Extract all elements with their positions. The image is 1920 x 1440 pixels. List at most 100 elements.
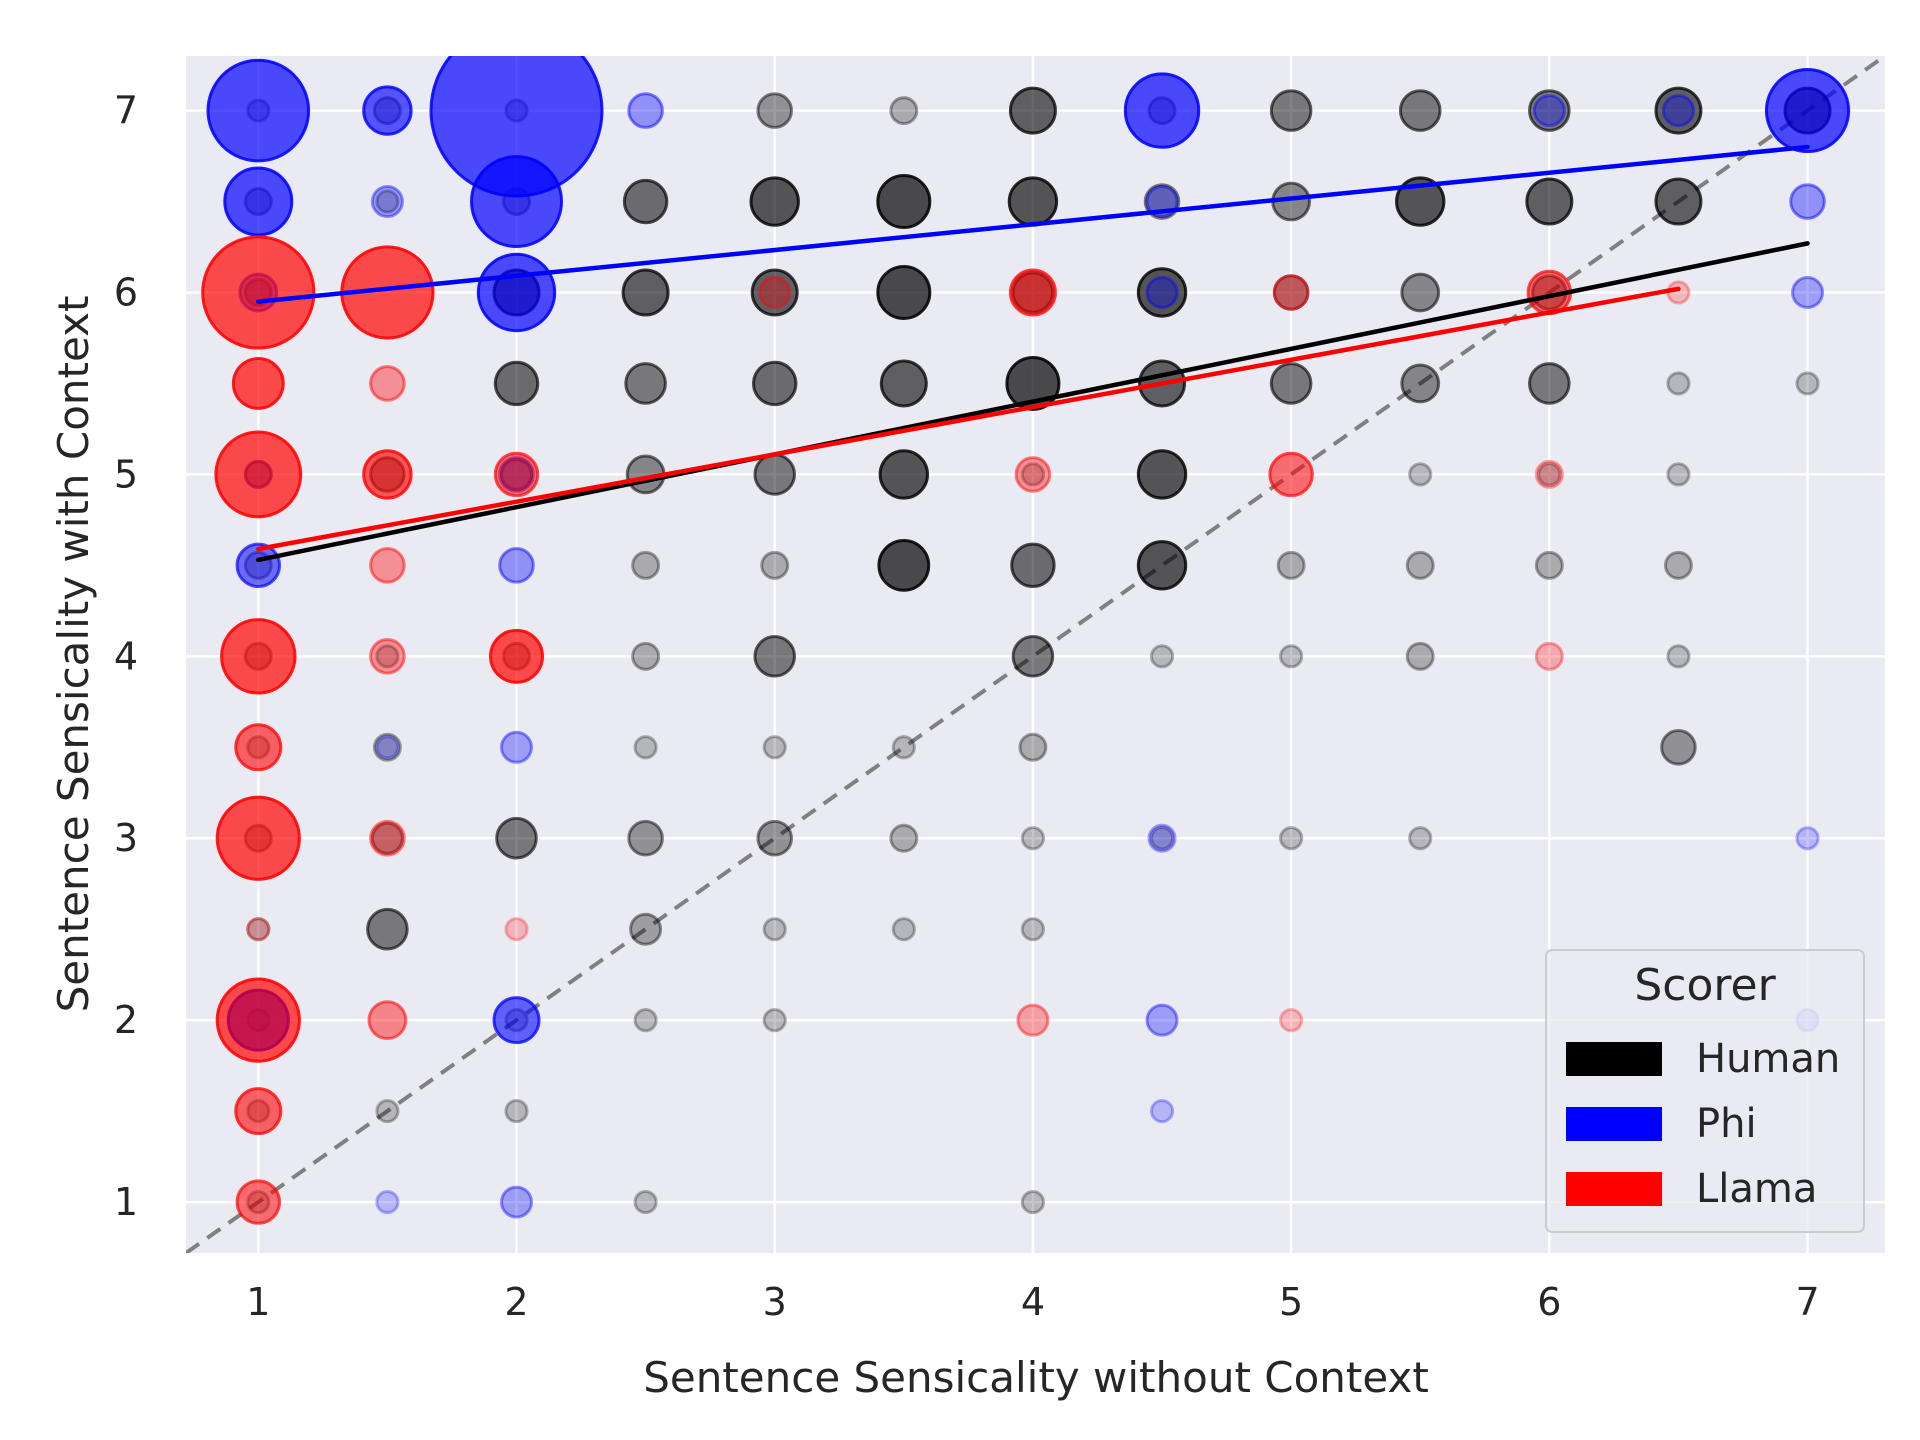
point-phi-10 [470, 155, 564, 249]
trend-lines-layer [256, 144, 1810, 563]
point-human-70 [753, 635, 797, 678]
point-human-8 [1398, 89, 1442, 132]
point-llama-12 [1014, 456, 1052, 493]
point-human-87 [756, 819, 794, 857]
x-tick-label-3: 3 [763, 1280, 787, 1324]
point-llama-13 [1268, 451, 1314, 498]
point-llama-2 [758, 275, 792, 309]
point-phi-26 [492, 996, 541, 1045]
point-human-53 [1408, 462, 1433, 487]
point-phi-29 [1149, 1099, 1175, 1124]
point-human-67 [375, 644, 400, 669]
point-human-55 [1666, 462, 1691, 487]
point-phi-7 [1764, 67, 1851, 154]
point-human-42 [1528, 362, 1571, 405]
point-phi-12 [1789, 183, 1826, 220]
point-human-84 [370, 821, 404, 855]
trend-line-human [256, 241, 1810, 563]
point-llama-28 [1279, 1008, 1304, 1033]
point-human-18 [1007, 176, 1059, 227]
point-human-105 [504, 1099, 529, 1124]
point-human-74 [1405, 641, 1435, 671]
point-phi-24 [1795, 826, 1820, 851]
point-llama-9 [214, 430, 303, 519]
point-llama-15 [369, 547, 406, 584]
legend-label-human: Human [1696, 1036, 1840, 1082]
point-human-58 [760, 550, 790, 580]
point-human-21 [1395, 176, 1446, 227]
point-human-80 [891, 735, 916, 760]
point-human-97 [891, 917, 916, 942]
point-llama-27 [1016, 1003, 1050, 1037]
point-llama-20 [234, 723, 283, 772]
legend-swatch-llama [1566, 1172, 1662, 1206]
point-human-62 [1276, 550, 1306, 580]
points-layer [201, 56, 1851, 1225]
point-human-13 [375, 189, 400, 214]
point-human-54 [1537, 462, 1562, 487]
y-tick-label-4: 4 [114, 634, 138, 678]
point-human-86 [627, 819, 664, 857]
series-phi [206, 56, 1851, 1219]
point-phi-22 [500, 730, 534, 764]
point-human-9 [1528, 89, 1571, 132]
point-human-79 [762, 735, 787, 760]
legend-entry-human: Human [1566, 1036, 1840, 1082]
point-phi-0 [206, 58, 311, 163]
x-axis-label: Sentence Sensicality without Context [643, 1353, 1429, 1402]
point-human-92 [1408, 826, 1433, 851]
point-human-17 [876, 174, 932, 230]
point-llama-11 [493, 451, 540, 498]
point-human-95 [629, 912, 663, 946]
x-tick-label-1: 1 [246, 1280, 270, 1324]
point-human-10 [1654, 86, 1703, 135]
x-tick-label-7: 7 [1795, 1280, 1819, 1324]
point-phi-19 [235, 542, 281, 589]
point-human-61 [1136, 540, 1188, 591]
point-phi-1 [362, 85, 413, 136]
point-human-60 [1010, 542, 1056, 589]
legend-entry-phi: Phi [1566, 1101, 1757, 1147]
point-human-78 [633, 735, 658, 760]
point-human-32 [1400, 272, 1441, 313]
y-tick-label-3: 3 [114, 816, 138, 860]
point-human-5 [1008, 86, 1057, 135]
legend-swatch-human [1566, 1042, 1662, 1076]
legend-title: Scorer [1634, 960, 1776, 1011]
point-phi-16 [1791, 275, 1825, 309]
point-human-64 [1534, 550, 1564, 580]
point-llama-19 [1534, 641, 1564, 671]
point-phi-9 [370, 185, 404, 219]
point-phi-14 [476, 252, 557, 333]
point-llama-0 [201, 235, 316, 350]
point-human-30 [1136, 267, 1188, 318]
point-human-22 [1525, 177, 1574, 226]
point-human-85 [495, 816, 538, 860]
reference-line-layer [186, 56, 1885, 1253]
point-phi-21 [375, 735, 400, 760]
trend-line-llama [256, 286, 1681, 552]
point-human-82 [1660, 728, 1697, 766]
point-human-73 [1279, 644, 1304, 669]
point-human-72 [1149, 644, 1175, 669]
point-human-52 [1136, 449, 1188, 500]
point-human-102 [762, 1008, 787, 1033]
point-human-94 [366, 907, 409, 951]
point-llama-4 [1272, 274, 1310, 311]
point-human-81 [1018, 732, 1048, 762]
y-tick-label-5: 5 [114, 452, 138, 496]
legend-swatch-phi [1566, 1107, 1662, 1141]
legend-label-phi: Phi [1696, 1101, 1757, 1147]
point-human-43 [1666, 371, 1691, 396]
point-human-34 [493, 360, 540, 407]
point-phi-5 [1532, 94, 1566, 128]
point-human-35 [624, 362, 667, 405]
point-llama-7 [231, 357, 285, 410]
point-human-40 [1269, 362, 1313, 405]
point-phi-4 [1123, 72, 1201, 149]
point-phi-23 [1147, 823, 1177, 853]
point-human-38 [1005, 355, 1061, 411]
point-human-107 [633, 1189, 658, 1215]
